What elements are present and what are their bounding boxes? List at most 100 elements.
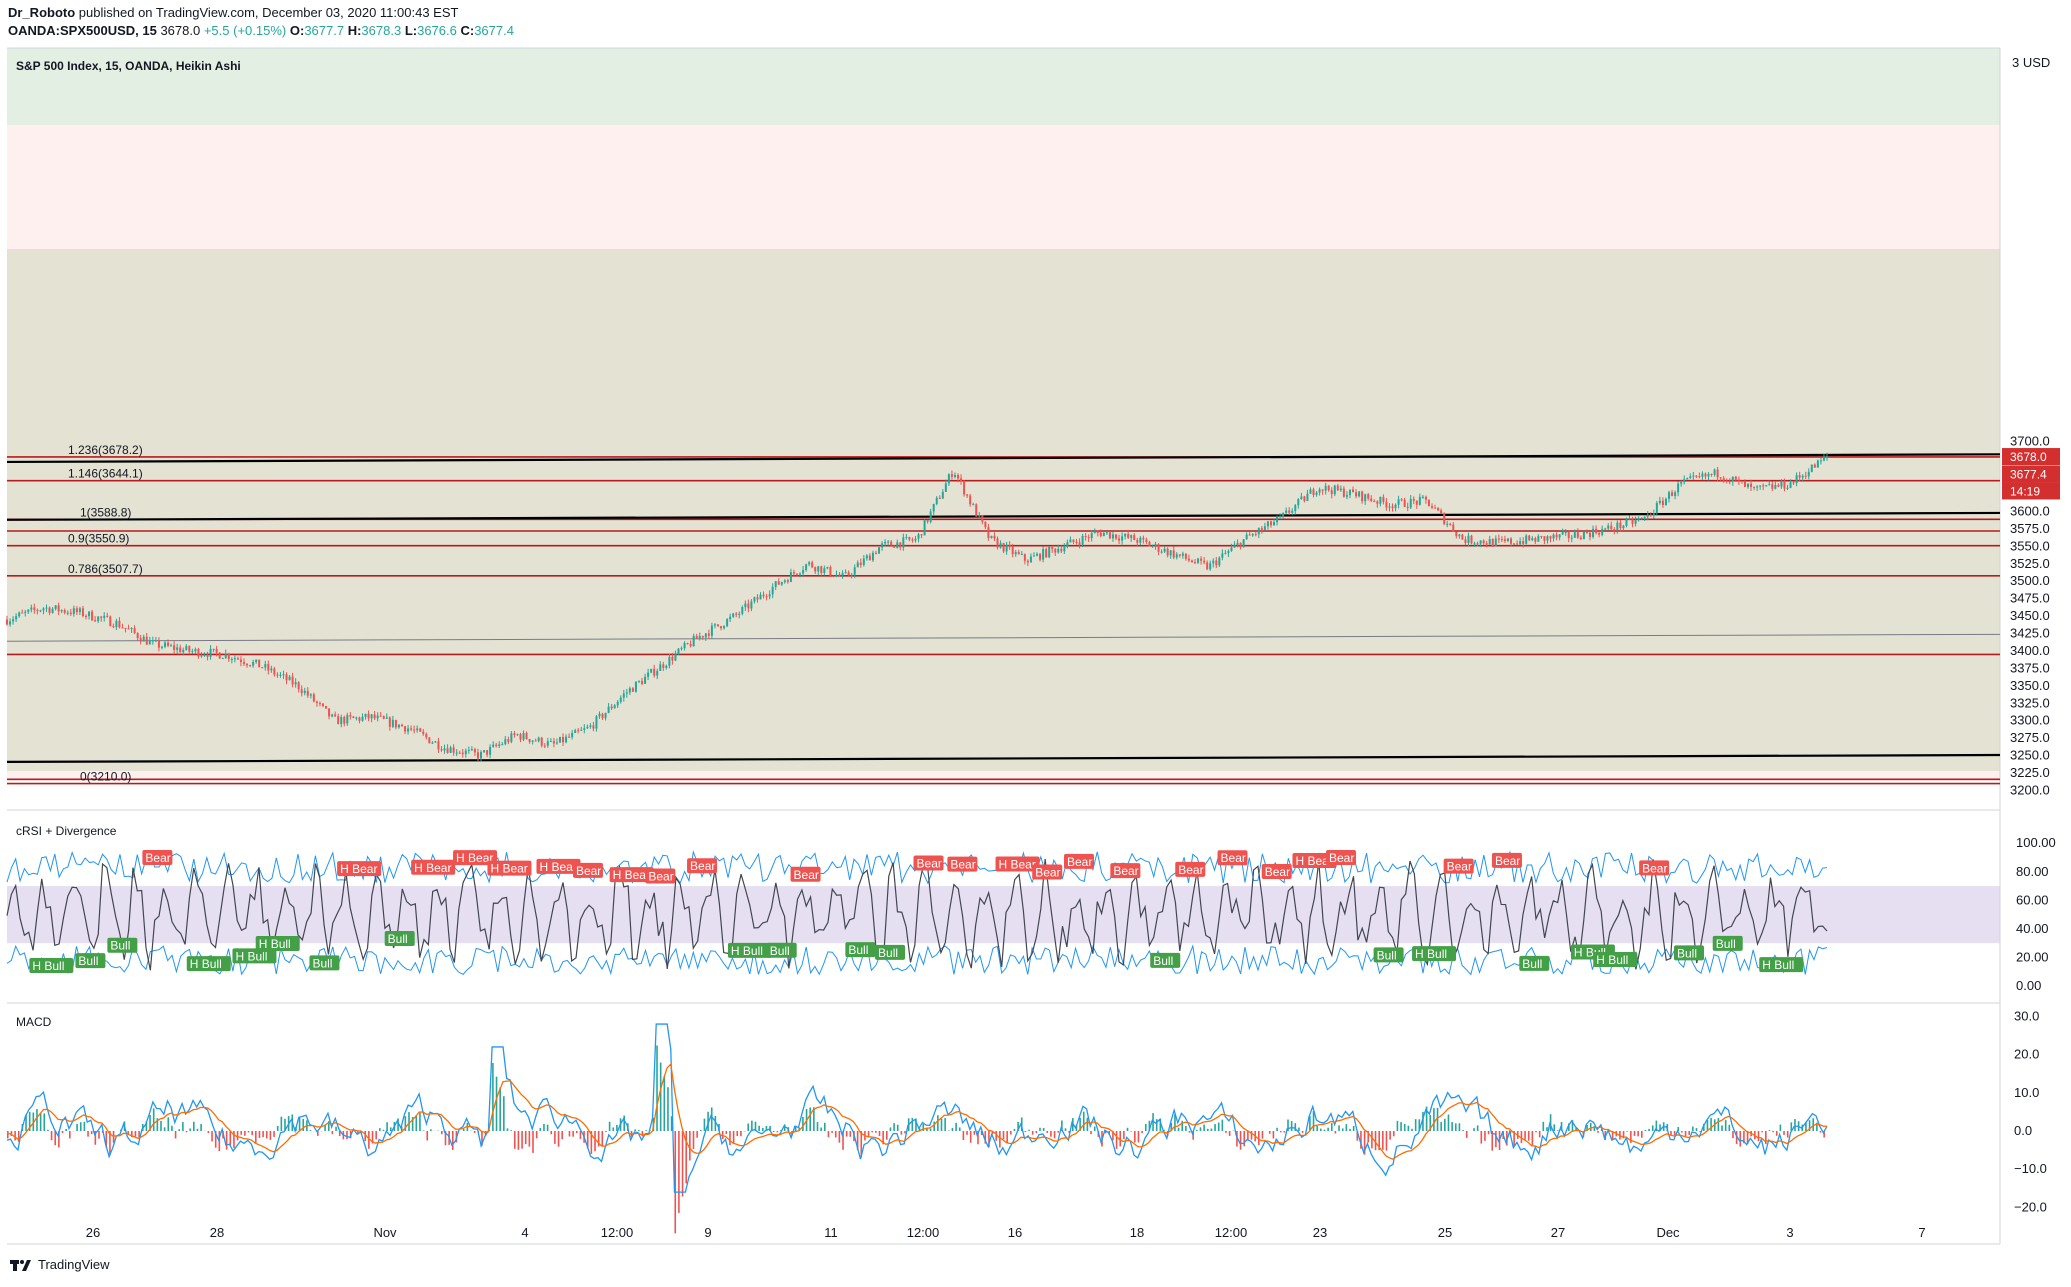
divergence-tag xyxy=(875,944,906,960)
currency-label[interactable]: 3 USD xyxy=(2012,55,2050,70)
candle-body xyxy=(653,668,656,676)
candle-body xyxy=(1209,563,1212,570)
candle-body xyxy=(522,733,525,740)
candle-body xyxy=(391,719,394,727)
crsi-band xyxy=(7,886,2000,944)
macd-histogram-bar xyxy=(1349,1128,1351,1131)
macd-histogram-bar xyxy=(90,1131,93,1135)
divergence-tag-label: Bull xyxy=(1677,946,1697,960)
candle-body xyxy=(1355,492,1358,497)
candle-body xyxy=(1780,480,1783,487)
candle-body xyxy=(747,603,750,609)
candle-body xyxy=(261,667,264,669)
macd-histogram-bar xyxy=(1403,1123,1406,1131)
macd-histogram-bar xyxy=(761,1127,764,1131)
macd-histogram-bar xyxy=(1692,1126,1694,1131)
candle-body xyxy=(1589,532,1592,537)
divergence-tag-label: Bear xyxy=(1035,866,1060,880)
candle-body xyxy=(1510,538,1513,544)
macd-histogram-bar xyxy=(1112,1131,1114,1141)
candle-body xyxy=(1400,499,1403,501)
candle-body xyxy=(1160,551,1163,553)
footer-brand[interactable]: TradingView xyxy=(38,1257,110,1272)
candle-body xyxy=(191,651,194,653)
divergence-tag-label: Bear xyxy=(1447,860,1472,874)
macd-histogram-bar xyxy=(550,1131,553,1135)
macd-histogram-bar xyxy=(189,1128,191,1131)
fib-level-label: 0.9(3550.9) xyxy=(68,532,129,546)
candle-body xyxy=(109,616,112,627)
macd-histogram-bar xyxy=(163,1127,166,1131)
macd-histogram-bar xyxy=(1159,1118,1162,1131)
candle-body xyxy=(291,676,294,685)
candle-body xyxy=(668,656,671,666)
candle-body xyxy=(832,575,835,577)
macd-histogram-bar xyxy=(1385,1131,1388,1151)
macd-histogram-bar xyxy=(809,1107,812,1131)
symbol[interactable]: OANDA:SPX500USD, 15 xyxy=(8,23,157,38)
macd-histogram-bar xyxy=(481,1131,483,1146)
candle-body xyxy=(738,613,741,615)
divergence-tag xyxy=(1110,863,1141,879)
candle-body xyxy=(355,717,358,719)
divergence-tag xyxy=(1217,850,1248,866)
candle-body xyxy=(1622,525,1625,529)
candle-body xyxy=(665,665,668,668)
candle-body xyxy=(246,663,249,666)
price-tick-label: 3425.0 xyxy=(2010,626,2050,641)
candle-body xyxy=(54,605,57,609)
candle-body xyxy=(1367,494,1370,499)
trendlines[interactable] xyxy=(6,453,2001,763)
macd-histogram-bar xyxy=(211,1131,213,1142)
trendline-lower-channel xyxy=(6,753,2001,763)
candle-body xyxy=(966,494,969,496)
macd-histogram-bar xyxy=(929,1128,932,1131)
candle-body xyxy=(1145,539,1148,542)
candle-body xyxy=(252,662,255,666)
macd-histogram-bar xyxy=(127,1131,129,1134)
macd-histogram-bar xyxy=(1042,1127,1045,1131)
macd-histogram-bar xyxy=(915,1118,917,1131)
candle-body xyxy=(552,740,555,744)
candle-body xyxy=(546,741,549,746)
candle-body xyxy=(45,607,48,609)
author-name[interactable]: Dr_Roboto xyxy=(8,5,76,20)
macd-histogram-bar xyxy=(1721,1125,1723,1131)
zone-top xyxy=(7,48,2000,125)
candle-body xyxy=(1090,533,1093,539)
candle-body xyxy=(1224,553,1227,555)
macd-histogram-bar xyxy=(656,1045,658,1131)
candle-body xyxy=(1649,514,1652,516)
macd-histogram-bar xyxy=(1699,1131,1701,1132)
divergence-tag-label: Bear xyxy=(1495,854,1520,868)
candle-body xyxy=(112,626,115,628)
macd-histogram-bar xyxy=(1247,1131,1249,1141)
macd-histogram-bar xyxy=(1568,1123,1570,1131)
macd-histogram-bar xyxy=(1743,1131,1745,1144)
candle-body xyxy=(1813,464,1816,468)
macd-histogram-bar xyxy=(670,1116,673,1131)
time-axis[interactable]: 26 28 Nov 4 12:00 9 11 12:00 16 18 12:00 23 25 27 Dec 3… xyxy=(86,1225,1926,1240)
candle-body xyxy=(1528,535,1531,541)
candle-body xyxy=(1680,481,1683,484)
macd-histogram-bar xyxy=(14,1131,16,1141)
candle-body xyxy=(1564,531,1567,533)
candle-body xyxy=(455,752,458,754)
macd-histogram-bar xyxy=(492,1063,494,1131)
candle-body xyxy=(1257,528,1260,535)
candle-body xyxy=(1084,536,1087,538)
candle-body xyxy=(1294,505,1297,511)
macd-histogram-bar xyxy=(878,1131,881,1137)
macd-histogram-bar xyxy=(845,1131,848,1137)
candle-body xyxy=(258,659,261,668)
macd-histogram-bar xyxy=(1341,1128,1344,1131)
candle-body xyxy=(1750,483,1753,487)
macd-histogram-bar xyxy=(995,1131,998,1141)
macd-histogram-bar xyxy=(944,1118,946,1131)
macd-histogram-bar xyxy=(1422,1112,1424,1131)
candle-body xyxy=(21,612,24,614)
publish-info: published on TradingView.com, December 0… xyxy=(78,5,459,20)
candle-body xyxy=(1330,490,1333,495)
candle-body xyxy=(416,728,419,731)
